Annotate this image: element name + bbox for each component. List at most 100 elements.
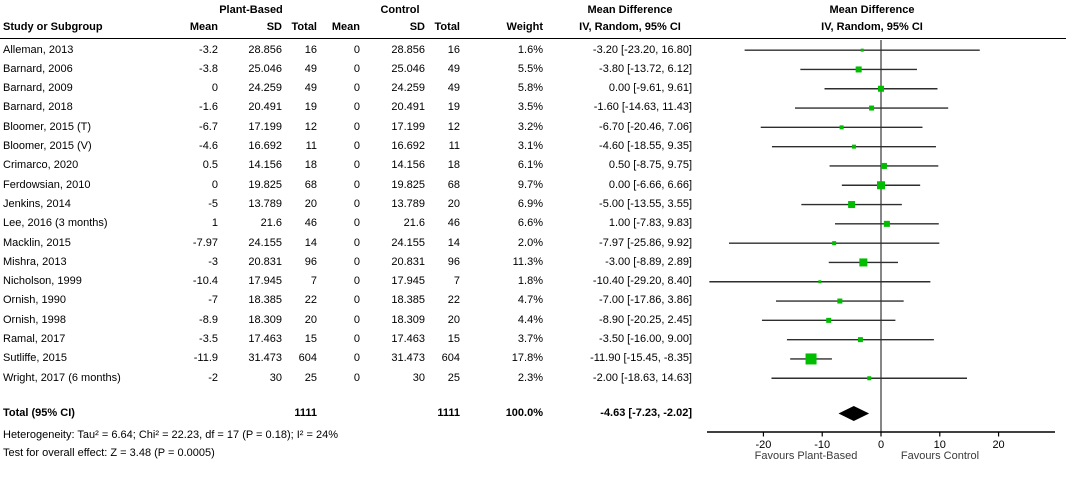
pb-total: 14 bbox=[304, 236, 317, 249]
effect-marker bbox=[851, 144, 856, 149]
c-sd: 17.945 bbox=[391, 275, 425, 288]
weight: 5.8% bbox=[517, 82, 543, 95]
study-name: Jenkins, 2014 bbox=[3, 197, 71, 210]
weight: 6.9% bbox=[517, 197, 543, 210]
md-title-text-col: Mean Difference bbox=[587, 4, 673, 16]
study-name: Lee, 2016 (3 months) bbox=[3, 217, 108, 230]
c-mean: 0 bbox=[353, 313, 360, 326]
pb-mean: -6.7 bbox=[199, 120, 218, 133]
ci-text: 0.50 [-8.75, 9.75] bbox=[608, 159, 692, 172]
c-mean: 0 bbox=[353, 140, 360, 152]
study-row: Wright, 2017 (6 months) -2 30 25 0 30 25 2.3% -2… bbox=[0, 369, 694, 388]
c-sd: 18.385 bbox=[391, 294, 425, 307]
study-row: Mishra, 2013 -3 20.831 96 0 20.831 96 11.3% -3.0… bbox=[0, 253, 694, 272]
md-subtitle-text-col: IV, Random, 95% CI bbox=[579, 21, 681, 33]
study-row: Barnard, 2018 -1.6 20.491 19 0 20.491 19 3.5% -1… bbox=[0, 98, 694, 117]
total-weight: 100.0% bbox=[505, 407, 543, 419]
ci-text: -8.90 [-20.25, 2.45] bbox=[599, 313, 692, 326]
effect-marker bbox=[805, 353, 817, 365]
pb-sd: 17.199 bbox=[248, 120, 282, 133]
md-title-plot-col: Mean Difference bbox=[829, 4, 915, 16]
ci-text: -10.40 [-29.20, 8.40] bbox=[592, 275, 692, 288]
c-total: 68 bbox=[447, 178, 460, 191]
study-name: Bloomer, 2015 (V) bbox=[3, 140, 92, 152]
pb-mean: -8.9 bbox=[199, 313, 218, 326]
total-label: Total (95% CI) bbox=[3, 407, 75, 419]
weight: 4.7% bbox=[517, 294, 543, 307]
pb-mean: -4.6 bbox=[199, 140, 218, 152]
favours-left-label: Favours Plant-Based bbox=[754, 450, 858, 462]
total-ci-text: -4.63 [-7.23, -2.02] bbox=[600, 407, 692, 419]
weight: 3.5% bbox=[517, 101, 543, 114]
weight: 5.5% bbox=[517, 62, 543, 75]
weight: 3.2% bbox=[517, 120, 543, 133]
c-sd: 28.856 bbox=[391, 43, 425, 56]
weight: 4.4% bbox=[517, 313, 543, 326]
pb-total: 19 bbox=[304, 101, 317, 114]
effect-marker bbox=[855, 66, 862, 73]
study-row: Bloomer, 2015 (V) -4.6 16.692 11 0 16.692 11 3.… bbox=[0, 137, 694, 156]
weight: 2.0% bbox=[517, 236, 543, 249]
c-mean: 0 bbox=[353, 294, 360, 307]
study-row: Nicholson, 1999 -10.4 17.945 7 0 17.945 7 1.8% -… bbox=[0, 272, 694, 291]
total-pb-n: 1111 bbox=[294, 407, 317, 419]
weight: 9.7% bbox=[517, 178, 543, 191]
col-header-c-mean: Mean bbox=[331, 21, 360, 33]
ci-text: -11.90 [-15.45, -8.35] bbox=[590, 352, 692, 365]
ci-text: -4.60 [-18.55, 9.35] bbox=[599, 140, 692, 152]
study-row: Ramal, 2017 -3.5 17.463 15 0 17.463 15 3.7% -3.5… bbox=[0, 330, 694, 349]
total-row: Total (95% CI) 1111 1111 100.0% -4.63 [-7.23… bbox=[0, 404, 694, 423]
study-name: Sutliffe, 2015 bbox=[3, 352, 68, 365]
c-total: 22 bbox=[447, 294, 460, 307]
pb-mean: -7.97 bbox=[192, 236, 218, 249]
col-header-study: Study or Subgroup bbox=[3, 21, 103, 33]
c-sd: 31.473 bbox=[391, 352, 425, 365]
c-mean: 0 bbox=[353, 236, 360, 249]
c-sd: 16.692 bbox=[391, 140, 425, 152]
study-name: Nicholson, 1999 bbox=[3, 275, 82, 288]
col-header-pb-mean: Mean bbox=[189, 21, 218, 33]
weight: 1.8% bbox=[517, 275, 543, 288]
effect-marker bbox=[857, 337, 863, 343]
c-sd: 13.789 bbox=[391, 197, 425, 210]
overall-effect-text: Test for overall effect: Z = 3.48 (P = 0… bbox=[3, 447, 215, 459]
study-row: Ornish, 1998 -8.9 18.309 20 0 18.309 20 4.4% -8.… bbox=[0, 311, 694, 330]
study-name: Barnard, 2006 bbox=[3, 62, 73, 75]
effect-marker bbox=[832, 241, 837, 246]
pb-total: 18 bbox=[304, 159, 317, 172]
pb-total: 49 bbox=[304, 62, 317, 75]
study-name: Ornish, 1990 bbox=[3, 294, 66, 307]
study-name: Alleman, 2013 bbox=[3, 43, 74, 56]
effect-marker bbox=[839, 125, 844, 130]
c-total: 49 bbox=[447, 82, 460, 95]
pb-sd: 24.155 bbox=[248, 236, 282, 249]
study-row: Macklin, 2015 -7.97 24.155 14 0 24.155 14 2.0% -… bbox=[0, 234, 694, 253]
c-total: 49 bbox=[447, 62, 460, 75]
c-sd: 30 bbox=[412, 371, 425, 384]
pb-sd: 18.309 bbox=[248, 313, 282, 326]
ci-text: -5.00 [-13.55, 3.55] bbox=[599, 197, 692, 210]
weight: 1.6% bbox=[517, 43, 543, 56]
pb-sd: 19.825 bbox=[248, 178, 282, 191]
c-total: 14 bbox=[447, 236, 460, 249]
effect-marker bbox=[859, 258, 868, 267]
favours-right-label: Favours Control bbox=[900, 450, 980, 462]
weight: 2.3% bbox=[517, 371, 543, 384]
pb-total: 68 bbox=[304, 178, 317, 191]
c-total: 20 bbox=[447, 197, 460, 210]
effect-marker bbox=[877, 181, 885, 190]
c-sd: 20.831 bbox=[391, 255, 425, 268]
pb-mean: 0.5 bbox=[202, 159, 218, 172]
pb-total: 20 bbox=[304, 313, 317, 326]
effect-marker bbox=[848, 201, 856, 209]
pb-sd: 28.856 bbox=[248, 43, 282, 56]
weight: 17.8% bbox=[511, 352, 543, 365]
pb-sd: 25.046 bbox=[248, 62, 282, 75]
ci-text: -6.70 [-20.46, 7.06] bbox=[599, 120, 692, 133]
study-name: Barnard, 2018 bbox=[3, 101, 73, 114]
study-row: Barnard, 2009 0 24.259 49 0 24.259 49 5.8% 0.00 … bbox=[0, 79, 694, 98]
pb-total: 20 bbox=[304, 197, 317, 210]
c-total: 25 bbox=[447, 371, 460, 384]
header-divider bbox=[0, 38, 1066, 39]
